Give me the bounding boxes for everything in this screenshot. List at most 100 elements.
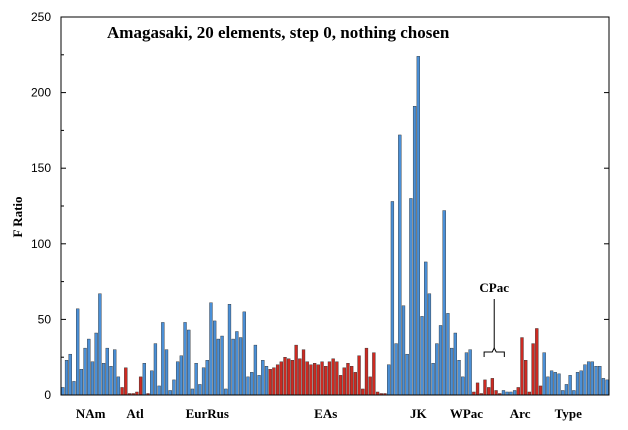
bar (220, 335, 224, 396)
bar (390, 201, 395, 396)
bar (253, 344, 258, 396)
bar (546, 376, 550, 396)
bar (420, 316, 424, 396)
bar (257, 375, 261, 396)
axes-layer (60, 16, 610, 396)
bar (416, 56, 420, 396)
bar (198, 384, 202, 396)
bar (342, 367, 346, 396)
bar (338, 375, 343, 396)
bar (501, 390, 506, 396)
bar (438, 325, 443, 396)
bar (594, 366, 598, 396)
bar (516, 387, 520, 396)
bar (453, 332, 457, 396)
bar (387, 364, 391, 396)
bar (235, 331, 239, 396)
y-tick-label: 250 (31, 10, 51, 24)
bar (287, 358, 291, 396)
bar (561, 390, 565, 396)
y-axis-label: F Ratio (10, 196, 25, 237)
bar (216, 338, 221, 396)
bar (457, 360, 461, 396)
bar (272, 367, 276, 396)
group-labels: NAm Atl EurRus EAs JK WPac CPac Arc Type (76, 280, 582, 421)
plot-frame (60, 16, 610, 396)
bar (446, 313, 450, 396)
bar (98, 293, 102, 396)
y-tick-label: 0 (44, 388, 51, 402)
bar (464, 352, 469, 396)
bar (412, 106, 417, 396)
bar (312, 363, 317, 396)
bar (116, 376, 121, 396)
bar (290, 360, 295, 396)
bar (83, 347, 87, 396)
y-tick-label: 50 (38, 312, 52, 326)
bar (398, 134, 402, 396)
bar (568, 375, 572, 396)
bar (542, 352, 546, 396)
bar (187, 329, 191, 396)
bar (101, 363, 106, 396)
bar (246, 376, 250, 396)
y-tick-label: 100 (31, 237, 51, 251)
bar (605, 379, 609, 396)
bar (76, 308, 80, 396)
bar (250, 372, 254, 396)
group-label: JK (410, 406, 428, 421)
bar (468, 349, 472, 396)
group-label: Arc (510, 406, 531, 421)
bar (364, 347, 369, 396)
bar (424, 261, 428, 396)
bar (549, 370, 554, 396)
bar (475, 382, 480, 396)
bar (427, 293, 432, 396)
bar (535, 328, 539, 396)
bar (279, 361, 283, 396)
bar (442, 210, 446, 396)
group-label: Atl (126, 406, 144, 421)
bar (161, 322, 165, 396)
bar (109, 366, 113, 396)
bar (213, 320, 217, 396)
bar (183, 322, 187, 396)
bar (586, 361, 591, 396)
bar (401, 305, 406, 396)
bar (357, 355, 361, 396)
bar (350, 366, 354, 396)
bar (405, 353, 409, 396)
bar (87, 338, 91, 396)
bar (120, 387, 124, 396)
bar (435, 343, 439, 396)
bar (209, 302, 213, 396)
bar (68, 353, 72, 396)
bar (490, 378, 495, 396)
bar (583, 364, 587, 396)
bar (531, 343, 535, 396)
bar (601, 378, 606, 396)
bar (227, 304, 232, 396)
bar (483, 379, 487, 396)
bar (461, 376, 465, 396)
bar (346, 363, 350, 396)
bar (520, 337, 524, 396)
bar (153, 343, 158, 396)
bar (261, 360, 265, 396)
bar (298, 358, 302, 396)
chart-title: Amagasaki, 20 elements, step 0, nothing … (107, 23, 450, 42)
bar (72, 381, 76, 396)
bar (194, 363, 198, 396)
bar (449, 347, 454, 396)
bar (164, 349, 169, 396)
bar (231, 338, 235, 396)
bar (524, 360, 528, 396)
bar (268, 369, 272, 396)
bar (105, 347, 109, 396)
bar (494, 390, 498, 396)
group-label: EAs (314, 406, 337, 421)
bar (305, 361, 309, 396)
bar (124, 367, 128, 396)
bar (553, 372, 557, 396)
